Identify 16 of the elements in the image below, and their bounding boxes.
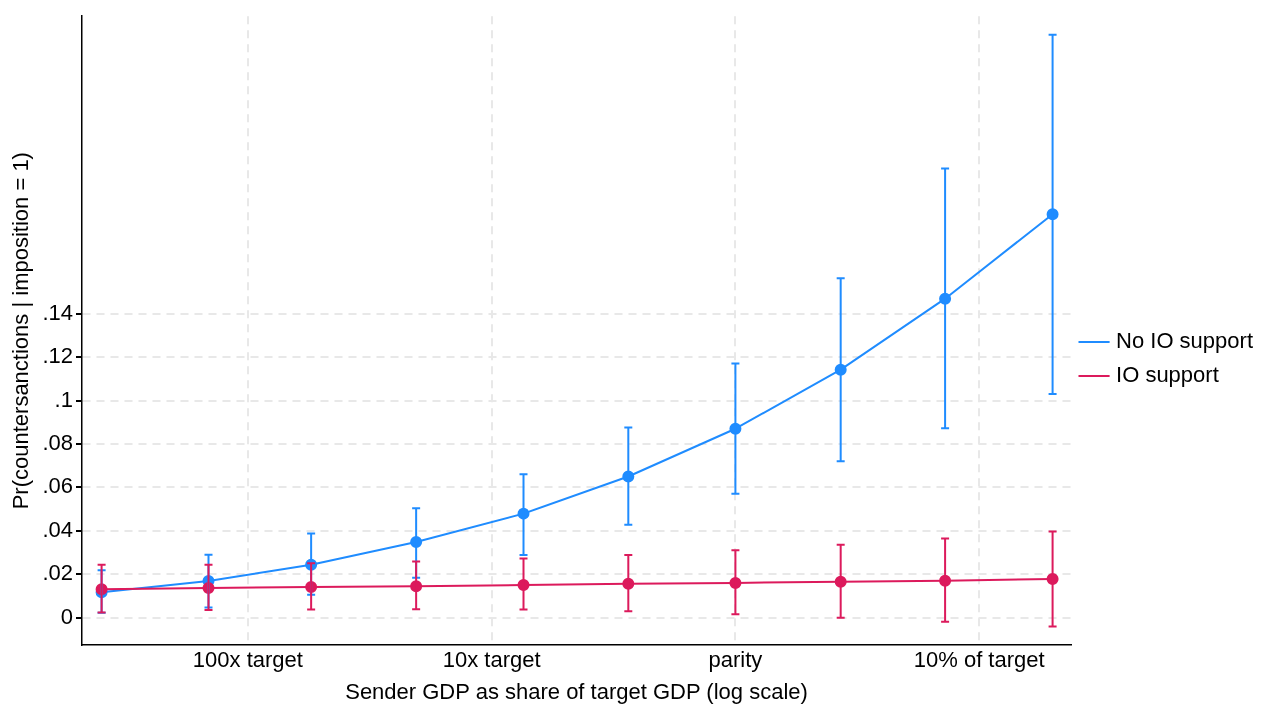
y-tick-label: .06 bbox=[42, 473, 73, 499]
x-axis-title: Sender GDP as share of target GDP (log scale) bbox=[345, 678, 808, 704]
y-tick-label: 0 bbox=[60, 603, 73, 629]
y-tick-label: .12 bbox=[42, 343, 73, 369]
y-tick-label: .14 bbox=[42, 299, 73, 325]
y-tick-label: .1 bbox=[54, 386, 73, 412]
legend-label: No IO support bbox=[1116, 328, 1253, 354]
y-tick-label: .02 bbox=[42, 560, 73, 586]
x-tick-label: parity bbox=[708, 647, 763, 673]
x-tick-label: 100x target bbox=[192, 647, 303, 673]
x-tick-label: 10x target bbox=[442, 647, 541, 673]
x-tick-label: 10% of target bbox=[913, 647, 1045, 673]
y-tick-label: .04 bbox=[42, 516, 73, 542]
legend-label: IO support bbox=[1116, 362, 1219, 388]
y-tick-label: .08 bbox=[42, 429, 73, 455]
y-axis-title: Pr(countersanctions | imposition = 1) bbox=[8, 152, 34, 510]
